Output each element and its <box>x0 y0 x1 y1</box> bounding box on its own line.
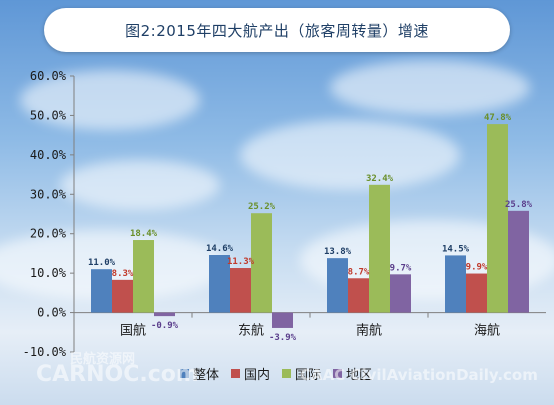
bar <box>390 274 411 313</box>
y-tick-label: 60.0% <box>30 69 67 83</box>
bar <box>508 210 529 313</box>
bar <box>251 213 272 313</box>
x-category-label: 南航 <box>356 323 382 339</box>
data-label: 47.8% <box>484 113 512 123</box>
bar <box>230 268 251 313</box>
legend-swatch-regional <box>333 368 343 378</box>
legend-label-international: 国际 <box>295 367 322 383</box>
legend-item-regional: 地区 <box>333 364 372 383</box>
data-label: 25.8% <box>505 200 533 210</box>
data-label: 25.2% <box>248 202 276 212</box>
data-label: -0.9% <box>151 321 179 331</box>
bar <box>466 273 487 313</box>
bar <box>154 312 175 317</box>
bar <box>348 278 369 313</box>
data-label: 8.3% <box>112 269 134 279</box>
watermark-left: CARNOC.com <box>36 362 199 387</box>
data-label: 32.4% <box>366 174 394 184</box>
legend-item-overall: 整体 <box>180 364 219 383</box>
chart-title-box: 图2:2015年四大航产出（旅客周转量）增速 <box>44 8 510 52</box>
legend-swatch-overall <box>180 368 189 378</box>
y-tick-label: 0.0% <box>37 306 67 320</box>
data-label: 14.6% <box>206 244 234 254</box>
chart-legend: 整体 国内 国际 地区 <box>180 363 384 383</box>
labels-layer: 国航 11.0%8.3% 18.4% -0.9% 东航 14.6% 11.3% 25.2% -3… <box>88 113 533 343</box>
bar <box>209 255 230 313</box>
data-label: 9.7% <box>390 263 412 273</box>
x-category-label: 海航 <box>474 323 500 339</box>
data-label: 13.8% <box>324 247 352 257</box>
watermark-left-cn: 民航资源网 <box>70 352 136 367</box>
x-category-label: 国航 <box>120 323 146 339</box>
bar <box>91 269 112 313</box>
legend-label-overall: 整体 <box>193 367 220 383</box>
legend-item-domestic: 国内 <box>231 364 270 383</box>
x-category-label: 东航 <box>238 323 264 339</box>
data-label: 8.7% <box>348 267 370 277</box>
bar <box>327 258 348 313</box>
legend-swatch-international <box>282 368 292 378</box>
bar <box>487 124 508 313</box>
y-tick-label: 50.0% <box>30 108 67 122</box>
bars-layer <box>91 124 529 328</box>
y-tick-label: 40.0% <box>30 148 67 162</box>
data-label: -3.9% <box>269 333 297 343</box>
data-label: 9.9% <box>466 263 488 273</box>
bar <box>369 184 390 313</box>
watermark-right: CAAC CivilAviationDaily.com <box>300 366 538 384</box>
y-tick-label: 20.0% <box>30 227 67 241</box>
data-label: 11.3% <box>227 257 255 267</box>
data-label: 14.5% <box>442 244 470 254</box>
y-tick-label: -10.0% <box>23 345 67 359</box>
bar <box>112 279 133 313</box>
axis-layer: 60.0% 50.0% 40.0% 30.0% 20.0% 10.0% 0.0% -10.0% <box>23 69 546 359</box>
data-label: 11.0% <box>88 258 116 268</box>
bar <box>272 312 293 328</box>
bar <box>445 255 466 313</box>
y-tick-label: 30.0% <box>30 187 67 201</box>
legend-item-international: 国际 <box>282 364 321 383</box>
data-label: 18.4% <box>130 229 158 239</box>
legend-swatch-domestic <box>231 368 241 378</box>
chart-title: 图2:2015年四大航产出（旅客周转量）增速 <box>125 21 429 40</box>
bar <box>133 240 154 313</box>
legend-label-regional: 地区 <box>346 367 373 383</box>
y-tick-label: 10.0% <box>30 266 67 280</box>
legend-label-domestic: 国内 <box>244 367 271 383</box>
